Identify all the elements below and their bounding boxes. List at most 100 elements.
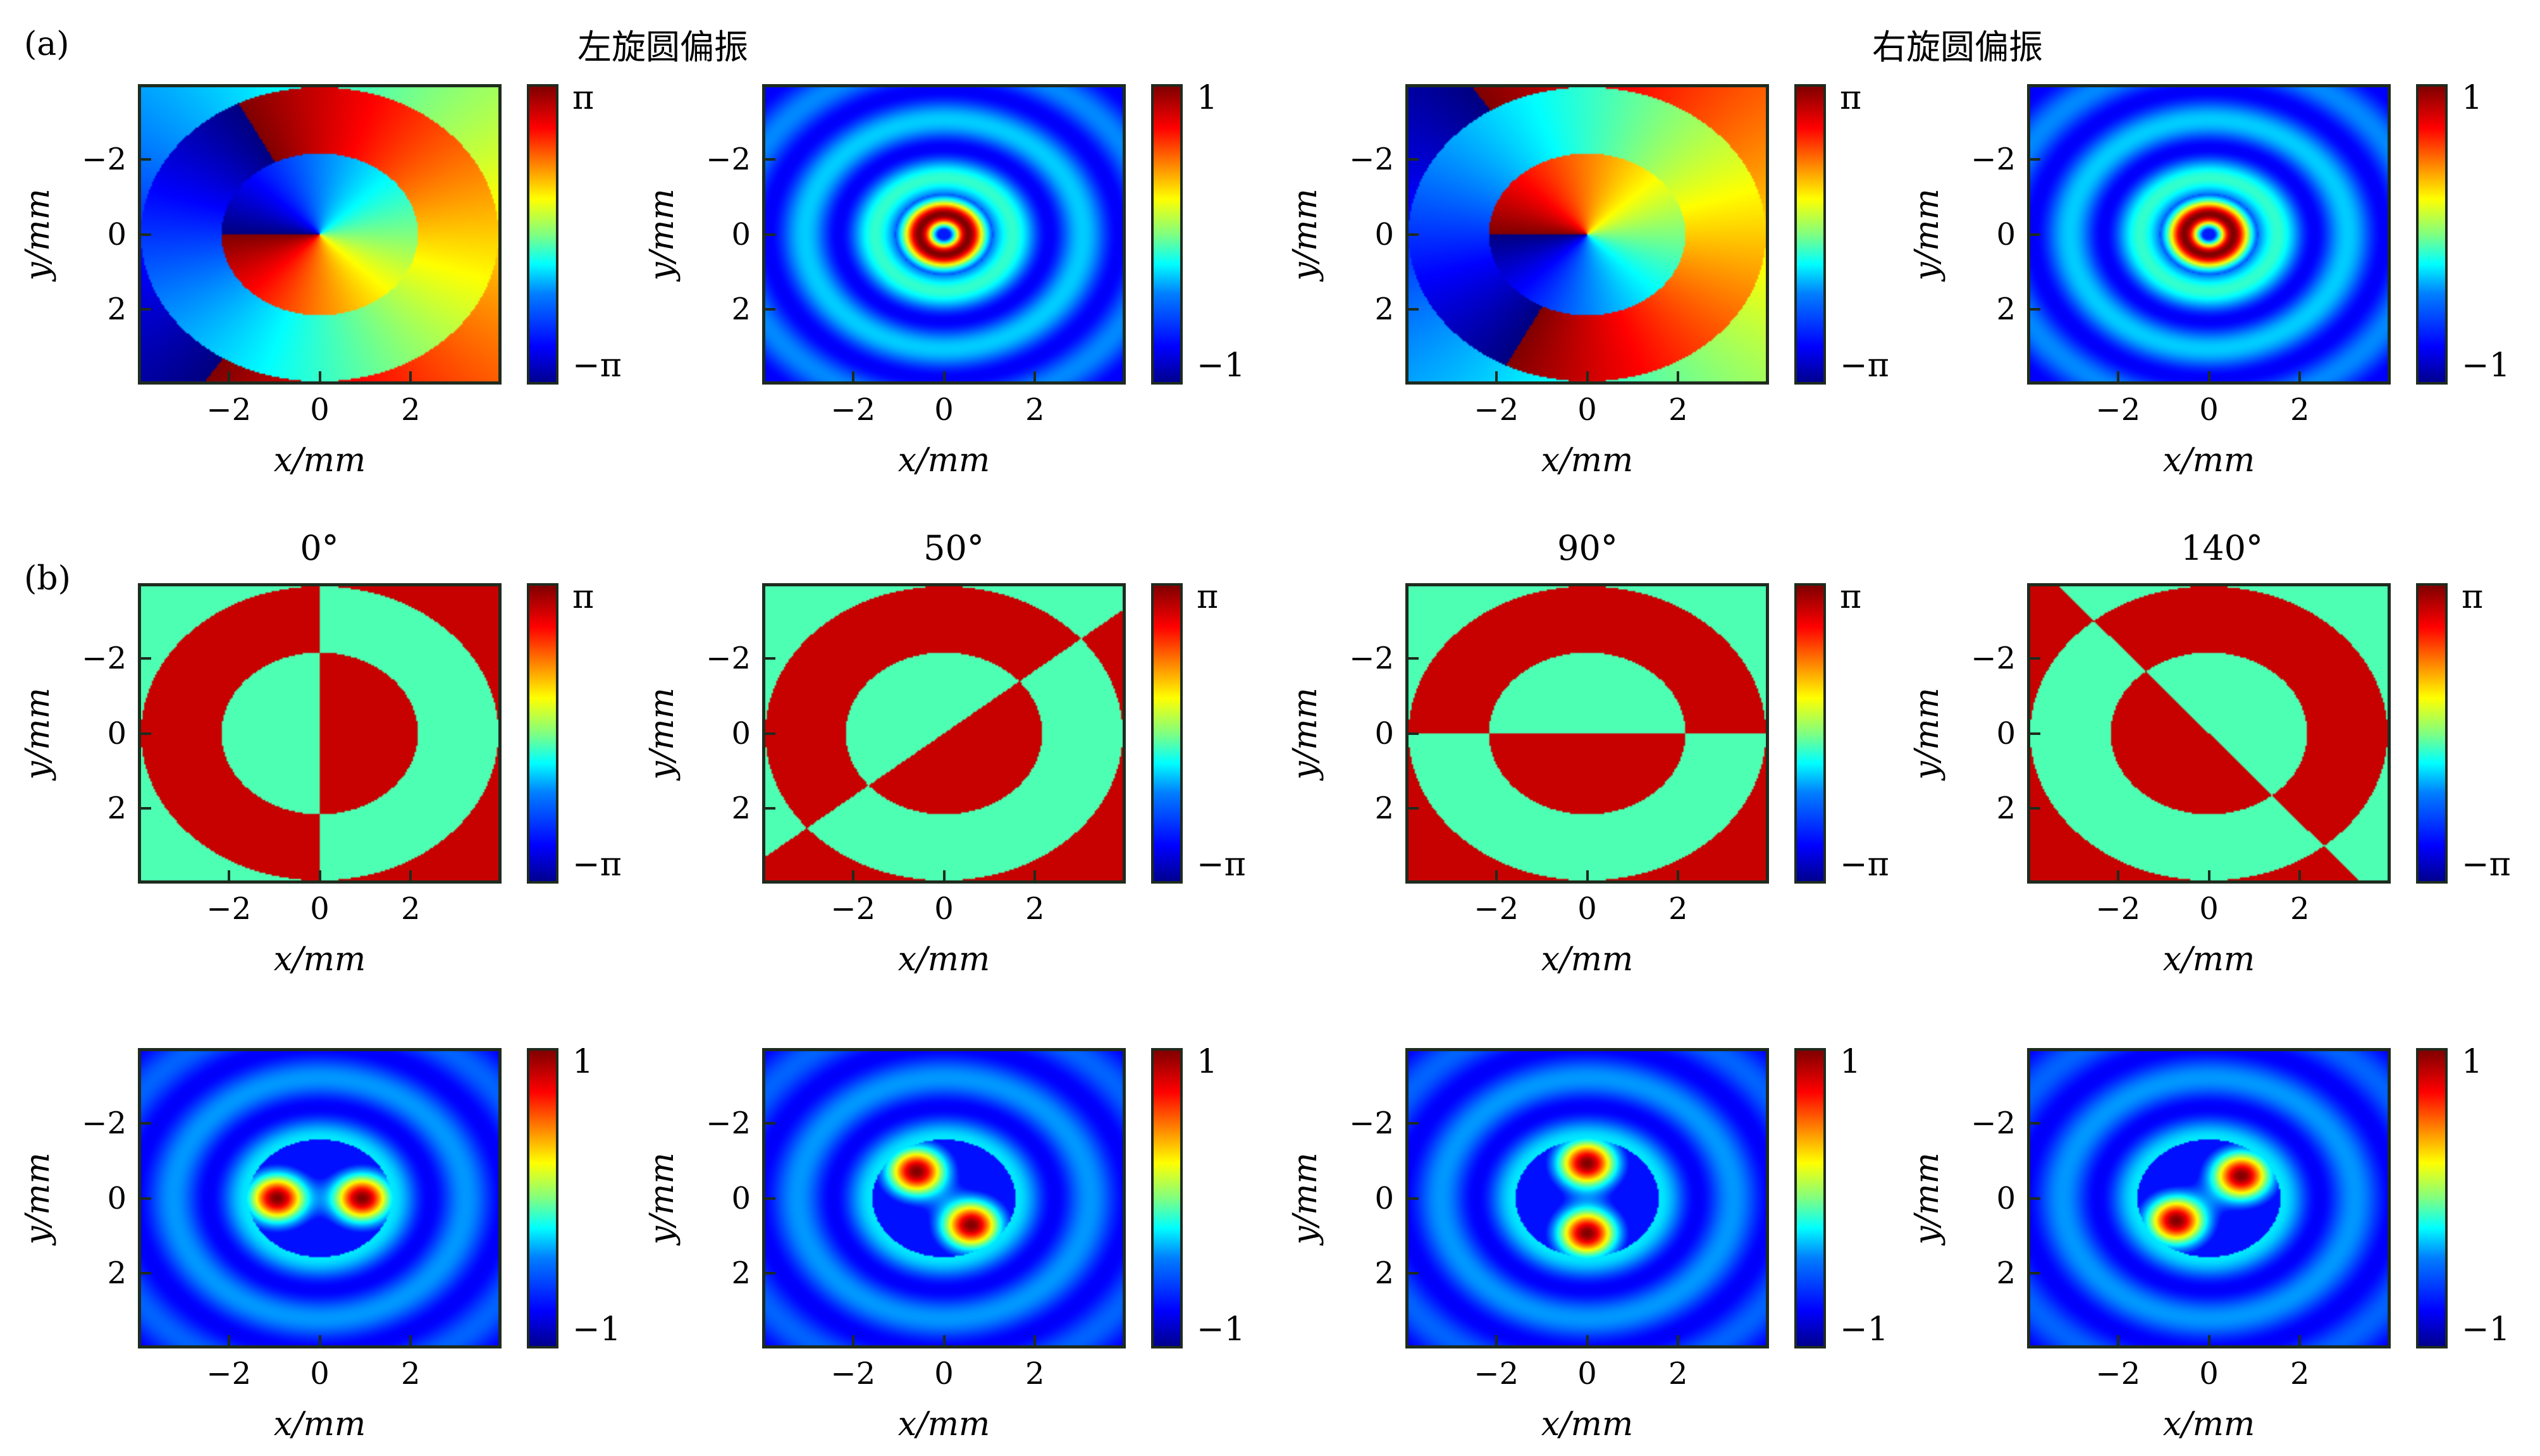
ytick-mark-b4 — [2030, 732, 2040, 735]
xtick-label-c2: 0 — [934, 1356, 954, 1391]
ylabel-c2: y/mm — [643, 1152, 681, 1245]
xtick-label-a1: 0 — [310, 392, 330, 428]
xtick-mark-b3 — [1677, 870, 1680, 880]
xtick-label-b2: −2 — [830, 891, 876, 927]
colorbar-min-b4: −π — [2462, 846, 2511, 884]
xtick-mark-c1 — [227, 1335, 230, 1345]
ytick-label-a1: −2 — [82, 141, 126, 177]
xlabel-c4: x/mm — [2162, 1405, 2255, 1443]
colorbar-max-b3: π — [1840, 578, 1862, 616]
colorbar-min-b2: −π — [1197, 846, 1246, 884]
ylabel-b2: y/mm — [643, 687, 681, 780]
xtick-mark-c4 — [2207, 1335, 2210, 1345]
ytick-label-c4: 2 — [1996, 1255, 2016, 1292]
heatmap-canvas-b4 — [2030, 586, 2388, 880]
xtick-label-b1: 0 — [310, 891, 330, 927]
xtick-label-a2: −2 — [830, 392, 876, 428]
colorbar-max-c1: 1 — [572, 1043, 594, 1081]
ytick-label-c4: 0 — [1996, 1180, 2016, 1216]
xtick-mark-a2 — [942, 371, 946, 381]
ytick-label-c3: 2 — [1374, 1255, 1394, 1292]
ytick-mark-b1 — [141, 732, 151, 735]
ytick-mark-a4 — [2030, 233, 2040, 236]
ytick-label-a3: −2 — [1349, 141, 1394, 177]
ytick-mark-b2 — [765, 657, 775, 660]
xtick-mark-a2 — [851, 371, 854, 381]
xtick-label-a3: 2 — [1668, 392, 1688, 428]
xlabel-b4: x/mm — [2162, 941, 2255, 978]
xtick-label-c2: −2 — [830, 1356, 876, 1391]
xtick-mark-b3 — [1495, 870, 1498, 880]
xtick-mark-c1 — [409, 1335, 412, 1345]
heatmap-canvas-c3 — [1409, 1051, 1766, 1345]
colorbar-max-b2: π — [1197, 578, 1219, 616]
xtick-mark-a4 — [2207, 371, 2210, 381]
heatmap-c4 — [2027, 1048, 2391, 1348]
heatmap-b3 — [1405, 583, 1769, 884]
xtick-mark-b1 — [409, 870, 412, 880]
colorbar-min-a1: −π — [572, 347, 622, 385]
panel-label-b: (b) — [24, 560, 71, 598]
xtick-label-c4: 0 — [2199, 1356, 2219, 1391]
xtick-label-c4: −2 — [2095, 1356, 2141, 1391]
xtick-label-a1: 2 — [400, 392, 421, 428]
heatmap-c1 — [138, 1048, 502, 1348]
xtick-label-b4: 2 — [2290, 891, 2310, 927]
heatmap-c3 — [1405, 1048, 1769, 1348]
ytick-mark-a3 — [1409, 308, 1419, 311]
heatmap-canvas-a3 — [1409, 87, 1766, 381]
xtick-label-c4: 2 — [2290, 1356, 2310, 1391]
ytick-mark-b2 — [765, 732, 775, 735]
xtick-label-c1: 2 — [400, 1356, 421, 1391]
heatmap-b2 — [762, 583, 1126, 884]
ylabel-c4: y/mm — [1908, 1152, 1946, 1245]
xlabel-c3: x/mm — [1541, 1405, 1634, 1443]
ytick-mark-c4 — [2030, 1272, 2040, 1275]
colorbar-max-c4: 1 — [2462, 1043, 2483, 1081]
xtick-label-a4: 0 — [2199, 392, 2219, 428]
colorbar-max-c3: 1 — [1840, 1043, 1861, 1081]
xtick-mark-c2 — [851, 1335, 854, 1345]
ytick-mark-b4 — [2030, 657, 2040, 660]
xtick-label-a4: 2 — [2290, 392, 2310, 428]
heatmap-canvas-c1 — [141, 1051, 498, 1345]
xtick-label-b2: 0 — [934, 891, 954, 927]
ylabel-a3: y/mm — [1286, 188, 1324, 281]
colorbar-b2 — [1151, 583, 1183, 884]
xtick-mark-b4 — [2298, 870, 2302, 880]
ytick-label-c1: 2 — [107, 1255, 126, 1292]
ytick-label-b3: −2 — [1349, 640, 1394, 676]
xtick-label-a3: −2 — [1474, 392, 1519, 428]
ytick-label-c4: −2 — [1971, 1105, 2016, 1141]
ylabel-c3: y/mm — [1286, 1152, 1324, 1245]
xtick-mark-a3 — [1677, 371, 1680, 381]
xlabel-c2: x/mm — [897, 1405, 990, 1443]
ytick-mark-c4 — [2030, 1197, 2040, 1200]
heatmap-canvas-b3 — [1409, 586, 1766, 880]
xtick-mark-c3 — [1586, 1335, 1589, 1345]
ytick-label-a1: 2 — [107, 292, 126, 328]
heatmap-a2 — [762, 84, 1126, 385]
xtick-label-b4: 0 — [2199, 891, 2219, 927]
ytick-label-b2: −2 — [706, 640, 751, 676]
colorbar-b3 — [1794, 583, 1826, 884]
heatmap-canvas-a1 — [141, 87, 498, 381]
ytick-mark-c3 — [1409, 1272, 1419, 1275]
heatmap-canvas-b1 — [141, 586, 498, 880]
ytick-label-b2: 0 — [731, 715, 751, 751]
colorbar-min-c4: −1 — [2462, 1311, 2510, 1348]
ytick-mark-a4 — [2030, 157, 2040, 161]
ytick-mark-a4 — [2030, 308, 2040, 311]
xtick-mark-b1 — [227, 870, 230, 880]
ytick-mark-b3 — [1409, 657, 1419, 660]
colorbar-max-a4: 1 — [2462, 79, 2483, 117]
ytick-mark-a2 — [765, 233, 775, 236]
xtick-mark-c1 — [318, 1335, 321, 1345]
xtick-label-c3: 2 — [1668, 1356, 1688, 1391]
ytick-mark-b2 — [765, 807, 775, 810]
heatmap-canvas-a4 — [2030, 87, 2388, 381]
xlabel-b2: x/mm — [897, 941, 990, 978]
xtick-mark-b2 — [851, 870, 854, 880]
xtick-label-b1: −2 — [206, 891, 252, 927]
xlabel-a3: x/mm — [1541, 441, 1634, 479]
